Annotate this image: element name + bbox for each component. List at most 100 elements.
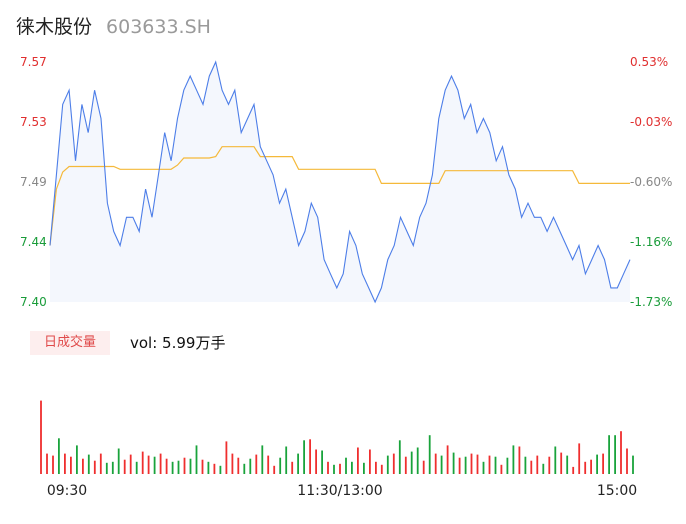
volume-bar xyxy=(87,454,90,474)
volume-bar xyxy=(572,466,575,474)
price-line xyxy=(49,60,631,304)
volume-bar xyxy=(620,431,622,474)
volume-bar xyxy=(40,400,42,474)
volume-bar xyxy=(129,454,132,474)
volume-bar xyxy=(590,459,592,474)
time-axis: 09:30 11:30/13:00 15:00 xyxy=(47,483,637,499)
volume-bar xyxy=(380,464,383,474)
price-tick-label: 7.53 xyxy=(20,115,47,129)
volume-bar xyxy=(82,458,84,474)
volume-bar xyxy=(422,460,425,474)
volume-bar xyxy=(339,463,341,474)
pct-tick-label: -0.03% xyxy=(630,115,672,129)
pct-tick-label: -0.60% xyxy=(630,175,672,189)
volume-bar xyxy=(375,461,377,474)
volume-bar xyxy=(285,446,288,474)
volume-bar xyxy=(297,453,299,474)
volume-bar xyxy=(500,464,503,474)
volume-bar xyxy=(219,465,222,474)
volume-tab-badge[interactable]: 日成交量 xyxy=(30,331,110,355)
volume-bar xyxy=(70,456,72,474)
time-label: 15:00 xyxy=(597,483,637,499)
volume-bar xyxy=(183,457,186,474)
volume-bar xyxy=(398,440,401,474)
volume-bar xyxy=(189,458,192,474)
volume-bar xyxy=(52,455,54,474)
volume-bar xyxy=(165,458,168,474)
pct-tick-label: -1.73% xyxy=(630,295,672,309)
volume-bar xyxy=(416,447,419,474)
volume-bar xyxy=(207,461,210,474)
stock-name: 徕木股份 xyxy=(16,16,93,38)
volume-bar xyxy=(153,456,156,474)
volume-bar xyxy=(237,457,240,474)
volume-bar xyxy=(117,448,120,474)
volume-bar xyxy=(548,456,551,474)
volume-bar xyxy=(345,457,347,474)
volume-bar xyxy=(470,453,473,474)
stock-header: 徕木股份 603633.SH xyxy=(16,12,211,40)
volume-bar xyxy=(249,458,252,474)
volume-bar xyxy=(614,435,616,474)
volume-bar xyxy=(482,461,485,474)
volume-bar xyxy=(351,461,353,474)
volume-bar xyxy=(584,461,587,474)
volume-bar xyxy=(410,451,413,474)
volume-bar xyxy=(243,463,246,474)
volume-bar xyxy=(123,459,126,474)
stock-code: 603633.SH xyxy=(106,16,211,38)
volume-bar xyxy=(177,460,180,474)
volume-bar xyxy=(231,453,234,474)
price-tick-label: 7.49 xyxy=(20,175,47,189)
time-label: 09:30 xyxy=(47,483,87,499)
volume-bar xyxy=(560,452,563,474)
volume-bar xyxy=(434,453,437,474)
volume-bar xyxy=(105,462,108,474)
volume-bar xyxy=(578,443,581,474)
price-panel xyxy=(49,60,631,304)
volume-bar xyxy=(518,446,521,474)
volume-bar xyxy=(261,445,264,474)
volume-bar xyxy=(428,435,431,474)
volume-bar xyxy=(476,454,479,474)
price-tick-label: 7.57 xyxy=(20,55,47,69)
volume-bar xyxy=(626,448,628,474)
volume-bar xyxy=(386,455,389,474)
volume-bar xyxy=(315,449,317,474)
volume-bar xyxy=(363,462,365,474)
volume-bar xyxy=(135,461,138,474)
volume-bar xyxy=(452,452,455,474)
price-tick-label: 7.44 xyxy=(20,235,47,249)
volume-bar xyxy=(58,438,60,474)
volume-bar xyxy=(321,450,323,474)
volume-bar xyxy=(291,461,294,474)
volume-bar xyxy=(225,441,228,474)
volume-readout: vol: 5.99万手 xyxy=(130,334,226,352)
volume-bar xyxy=(566,455,569,474)
volume-bar xyxy=(369,449,371,474)
volume-bar xyxy=(404,456,407,474)
volume-bar xyxy=(494,456,497,474)
volume-bar xyxy=(392,453,395,474)
average-price-line xyxy=(49,146,630,246)
volume-bar xyxy=(213,463,216,474)
volume-bar xyxy=(440,455,443,474)
volume-bar xyxy=(267,455,270,474)
volume-bar xyxy=(530,460,533,474)
volume-bar xyxy=(195,445,198,474)
volume-bar xyxy=(273,465,276,474)
volume-bar xyxy=(327,461,329,474)
volume-bar xyxy=(171,461,174,474)
time-label: 11:30/13:00 xyxy=(297,483,382,499)
volume-bar xyxy=(446,445,449,474)
price-area-fill xyxy=(50,62,630,302)
volume-panel xyxy=(40,400,634,474)
volume-bar xyxy=(357,447,359,474)
volume-bar xyxy=(147,455,150,474)
volume-bar xyxy=(554,446,557,474)
volume-bar xyxy=(201,459,204,474)
volume-bar xyxy=(512,445,515,474)
volume-bar xyxy=(506,457,509,474)
